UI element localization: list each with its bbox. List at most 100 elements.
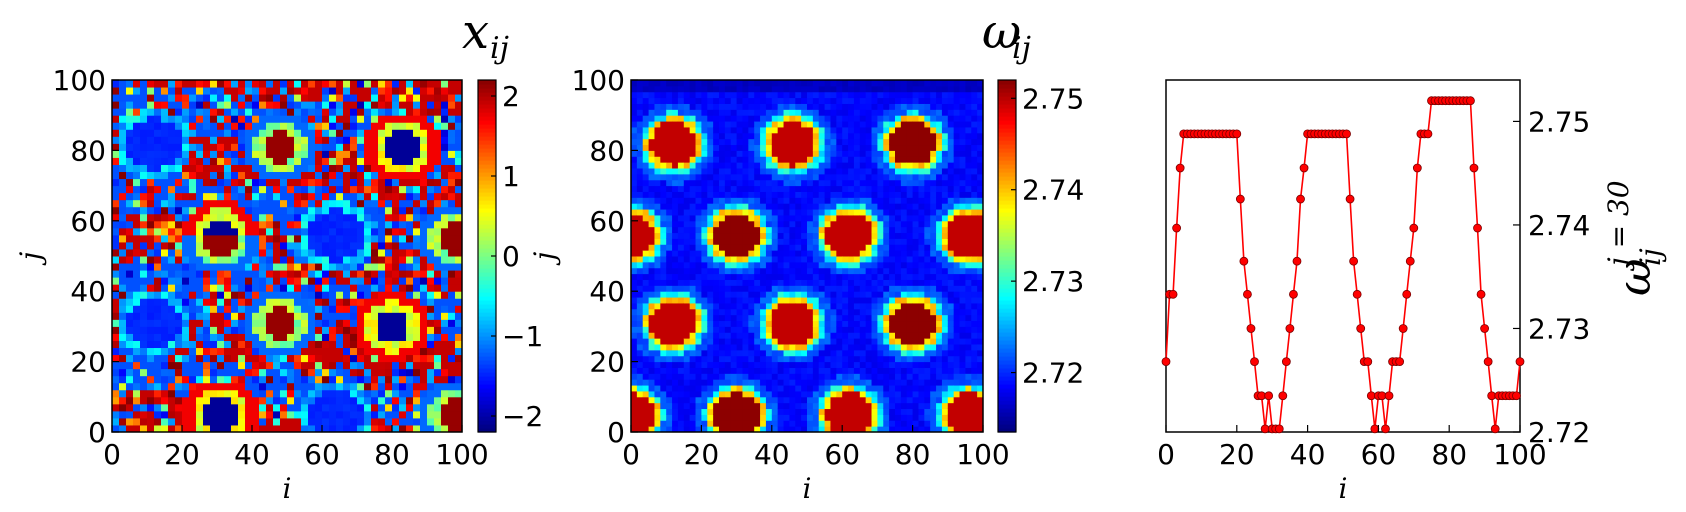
omega-heatmap-cell xyxy=(853,385,861,392)
x-heatmap-cell xyxy=(189,241,197,250)
x-heatmap-cell xyxy=(266,122,274,130)
x-heatmap-cell xyxy=(413,403,421,412)
x-heatmap-cell xyxy=(287,375,295,384)
x-heatmap-cell xyxy=(259,333,267,341)
x-heatmap-cell xyxy=(413,326,421,334)
omega-heatmap-cell xyxy=(695,80,702,87)
x-heatmap-cell xyxy=(322,115,330,123)
omega-heatmap-cell xyxy=(760,220,767,228)
omega-heatmap-cell xyxy=(631,420,638,427)
omega-heatmap-cell xyxy=(777,173,785,181)
omega-heatmap-cell xyxy=(777,332,785,339)
x-heatmap-cell xyxy=(161,319,169,327)
x-heatmap-cell xyxy=(273,326,281,334)
x-heatmap-cell xyxy=(427,234,435,243)
x-heatmap-cell xyxy=(315,277,323,285)
omega-heatmap-cell xyxy=(754,220,761,228)
x-heatmap-cell xyxy=(168,305,176,313)
x-heatmap-cell xyxy=(392,80,400,88)
x-heatmap-cell xyxy=(336,417,344,426)
omega-heatmap-cell xyxy=(719,361,726,368)
omega-heatmap-cell xyxy=(642,344,650,351)
omega-heatmap-cell xyxy=(666,355,673,363)
omega-heatmap-cell xyxy=(677,91,685,99)
x-heatmap-cell xyxy=(182,136,190,144)
x-heatmap-cell xyxy=(196,312,204,320)
omega-heatmap-cell xyxy=(783,250,790,257)
x-heatmap-cell xyxy=(357,185,365,194)
omega-heatmap-cell xyxy=(830,373,837,380)
x-heatmap-cell xyxy=(378,136,386,144)
omega-heatmap-cell xyxy=(760,256,767,263)
x-heatmap-cell xyxy=(161,108,169,116)
x-heatmap-cell xyxy=(287,87,295,95)
omega-heatmap-cell xyxy=(801,226,808,234)
x-heatmap-cell xyxy=(371,136,379,144)
omega-heatmap-cell xyxy=(736,314,743,322)
x-heatmap-cell xyxy=(441,270,449,278)
x-heatmap-cell xyxy=(133,354,141,363)
omega-heatmap-cell xyxy=(724,185,732,192)
omega-heatmap-cell xyxy=(636,150,644,157)
omega-heatmap-cell xyxy=(695,291,702,298)
x-heatmap-cell xyxy=(434,396,442,405)
x-heatmap-cell xyxy=(252,122,260,130)
omega-heatmap-cell xyxy=(818,173,826,181)
x-heatmap-cell xyxy=(154,157,162,165)
omega-heatmap-cell xyxy=(812,191,820,198)
x-heatmap-cell xyxy=(441,389,449,398)
omega-heatmap-cell xyxy=(836,80,843,87)
x-heatmap-cell xyxy=(455,340,463,349)
x-heatmap-cell xyxy=(140,277,148,285)
omega-heatmap-cell xyxy=(672,168,679,175)
omega-heatmap-cell xyxy=(695,103,702,110)
omega-heatmap-cell xyxy=(689,97,697,104)
omega-heatmap-cell xyxy=(853,302,861,310)
x-heatmap-cell xyxy=(343,150,351,158)
x-heatmap-cell xyxy=(238,396,246,405)
omega-heatmap-cell xyxy=(666,332,673,339)
omega-heatmap-cell xyxy=(666,338,673,345)
omega-heatmap-cell xyxy=(824,426,831,433)
x-heatmap-cell xyxy=(238,87,246,95)
x-heatmap-cell xyxy=(455,192,463,201)
colorbar-segment xyxy=(478,336,496,341)
x-heatmap-cell xyxy=(224,347,232,356)
x-heatmap-cell xyxy=(168,354,176,363)
x-heatmap-cell xyxy=(245,192,253,201)
x-heatmap-cell xyxy=(252,424,260,433)
omega-heatmap-cell xyxy=(654,320,661,327)
omega-heatmap-cell xyxy=(719,91,726,99)
x-heatmap-cell xyxy=(280,248,288,257)
omega-heatmap-cell xyxy=(642,91,650,99)
x-heatmap-cell xyxy=(119,220,127,229)
omega-heatmap-cell xyxy=(836,420,843,427)
x-heatmap-cell xyxy=(189,213,197,222)
colorbar-segment xyxy=(478,144,496,149)
omega-heatmap-cell xyxy=(631,314,638,322)
x-heatmap-cell xyxy=(182,150,190,158)
omega-heatmap-cell xyxy=(765,314,773,322)
x-heatmap-cell xyxy=(420,417,428,426)
omega-heatmap-cell xyxy=(765,285,773,292)
omega-heatmap-cell xyxy=(748,121,755,128)
x-heatmap-cell xyxy=(112,136,120,144)
x-heatmap-cell xyxy=(245,319,253,327)
x-heatmap-cell xyxy=(406,389,414,398)
x-heatmap-cell xyxy=(161,157,169,165)
omega-heatmap-cell xyxy=(748,379,755,386)
omega-heatmap-cell xyxy=(742,91,749,99)
omega-heatmap-cell xyxy=(824,314,831,322)
omega-heatmap-cell xyxy=(724,97,732,104)
omega-heatmap-cell xyxy=(830,191,837,198)
x-heatmap-cell xyxy=(441,94,449,102)
omega-heatmap-cell xyxy=(848,326,855,333)
omega-heatmap-cell xyxy=(789,115,796,122)
omega-heatmap-cell xyxy=(754,414,761,421)
omega-heatmap-cell xyxy=(801,91,808,99)
x-heatmap-cell xyxy=(364,382,372,391)
x-heatmap-cell xyxy=(385,185,393,194)
x-heatmap-cell xyxy=(238,143,246,151)
x-heatmap-cell xyxy=(175,347,183,356)
x-heatmap-cell xyxy=(406,270,414,278)
